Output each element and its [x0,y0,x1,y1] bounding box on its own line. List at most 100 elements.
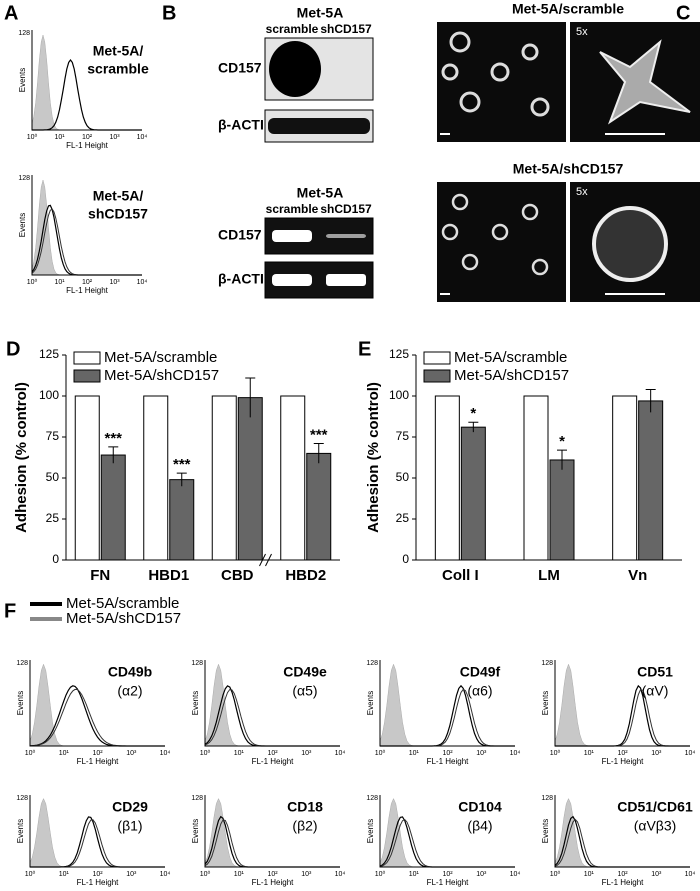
x-tick-label: 10² [267,871,278,878]
cell [530,97,550,117]
cell [441,63,459,81]
legend-swatch [423,369,451,383]
x-tick-label: 10² [617,871,628,878]
legend-label: Met-5A/scramble [66,595,179,612]
bar [638,400,664,561]
x-tick-label: 10³ [126,750,137,757]
marker-name: CD51 [637,664,673,680]
x-axis-label: FL-1 Height [66,286,109,295]
x-tick-label: 10³ [476,750,487,757]
cell [521,43,539,61]
x-tick-label: 10¹ [584,871,595,878]
cell [491,223,509,241]
y-tick-label: 75 [396,429,410,443]
x-tick-label: 10⁴ [137,134,148,141]
error-bar [645,388,656,413]
x-tick-label: CBD [221,567,254,584]
subunit-label: (α5) [292,683,317,699]
y-tick-label: 25 [46,511,60,525]
x-tick-label: 10¹ [234,871,245,878]
significance: * [470,405,476,422]
blot-title: Met-5A [297,185,344,201]
y-axis-label: Events [191,691,200,715]
x-tick-label: 10⁰ [550,870,561,878]
bar [460,426,486,561]
y-max-label: 128 [366,660,378,667]
bar [100,454,126,561]
sample-label: Met-5A/ [93,188,144,204]
axis [29,795,165,868]
cell-zoom [599,39,691,125]
x-tick-label: 10¹ [59,871,70,878]
subunit-label: (β4) [467,818,492,834]
x-tick-label: 10⁰ [375,749,386,757]
band [272,230,312,242]
x-tick-label: 10¹ [54,279,65,286]
cell [490,62,510,82]
error-bar [176,472,187,487]
x-tick-label: 10³ [476,871,487,878]
x-tick-label: 10⁰ [25,870,36,878]
subunit-label: (α2) [117,683,142,699]
y-max-label: 128 [18,175,30,182]
x-axis-label: FL-1 Height [252,878,295,887]
x-tick-label: 10⁴ [685,871,696,878]
micrograph [437,22,566,142]
axis [554,795,690,868]
x-tick-label: 10³ [301,871,312,878]
y-max-label: 128 [541,795,553,802]
cell [521,203,539,221]
x-tick-label: 10² [82,279,93,286]
band [272,274,312,286]
subunit-label: (αV) [642,683,669,699]
row-label: CD157 [218,60,262,76]
axis-break [259,553,272,567]
bar [169,479,195,561]
x-tick-label: HBD2 [285,567,326,584]
x-tick-label: 10¹ [584,750,595,757]
cell [459,91,481,113]
x-tick-label: 10⁴ [160,871,171,878]
lane-label: shCD157 [320,202,372,216]
band [269,41,321,97]
marker-name: CD104 [458,799,502,815]
x-tick-label: 10⁰ [200,870,211,878]
y-max-label: 128 [16,795,28,802]
marker-name: CD49b [108,664,152,680]
x-tick-label: 10² [267,750,278,757]
marker-name: CD49f [460,664,501,680]
error-bar [557,449,567,470]
x-tick-label: 10¹ [59,750,70,757]
y-max-label: 128 [541,660,553,667]
significance: *** [104,430,122,447]
axis [29,660,165,747]
y-tick-label: 75 [46,429,60,443]
x-tick-label: 10³ [651,750,662,757]
x-tick-label: HBD1 [148,567,189,584]
y-axis-label: Events [191,819,200,843]
marker-name: CD29 [112,799,148,815]
y-tick-label: 100 [39,388,59,402]
x-tick-label: 10⁰ [550,749,561,757]
subunit-label: (α6) [467,683,492,699]
x-tick-label: 10⁴ [335,750,346,757]
y-axis-label: Events [18,213,27,237]
bar [280,395,306,561]
error-bar [245,377,256,418]
panel-letter: D [6,338,20,360]
x-tick-label: 10² [92,871,103,878]
x-tick-label: 10³ [301,750,312,757]
x-tick-label: Coll I [442,567,479,584]
significance: * [559,433,565,450]
legend-label: Met-5A/shCD157 [104,367,219,384]
panel-letter: C [676,2,690,24]
x-tick-label: 10⁰ [27,133,38,141]
legend-swatch [423,351,451,365]
axis [554,660,690,747]
x-tick-label: 10⁰ [25,749,36,757]
error-bar [468,421,479,433]
y-tick-label: 50 [396,470,410,484]
cell [531,258,549,276]
x-axis-label: FL-1 Height [602,757,645,766]
x-tick-label: 10² [442,750,453,757]
